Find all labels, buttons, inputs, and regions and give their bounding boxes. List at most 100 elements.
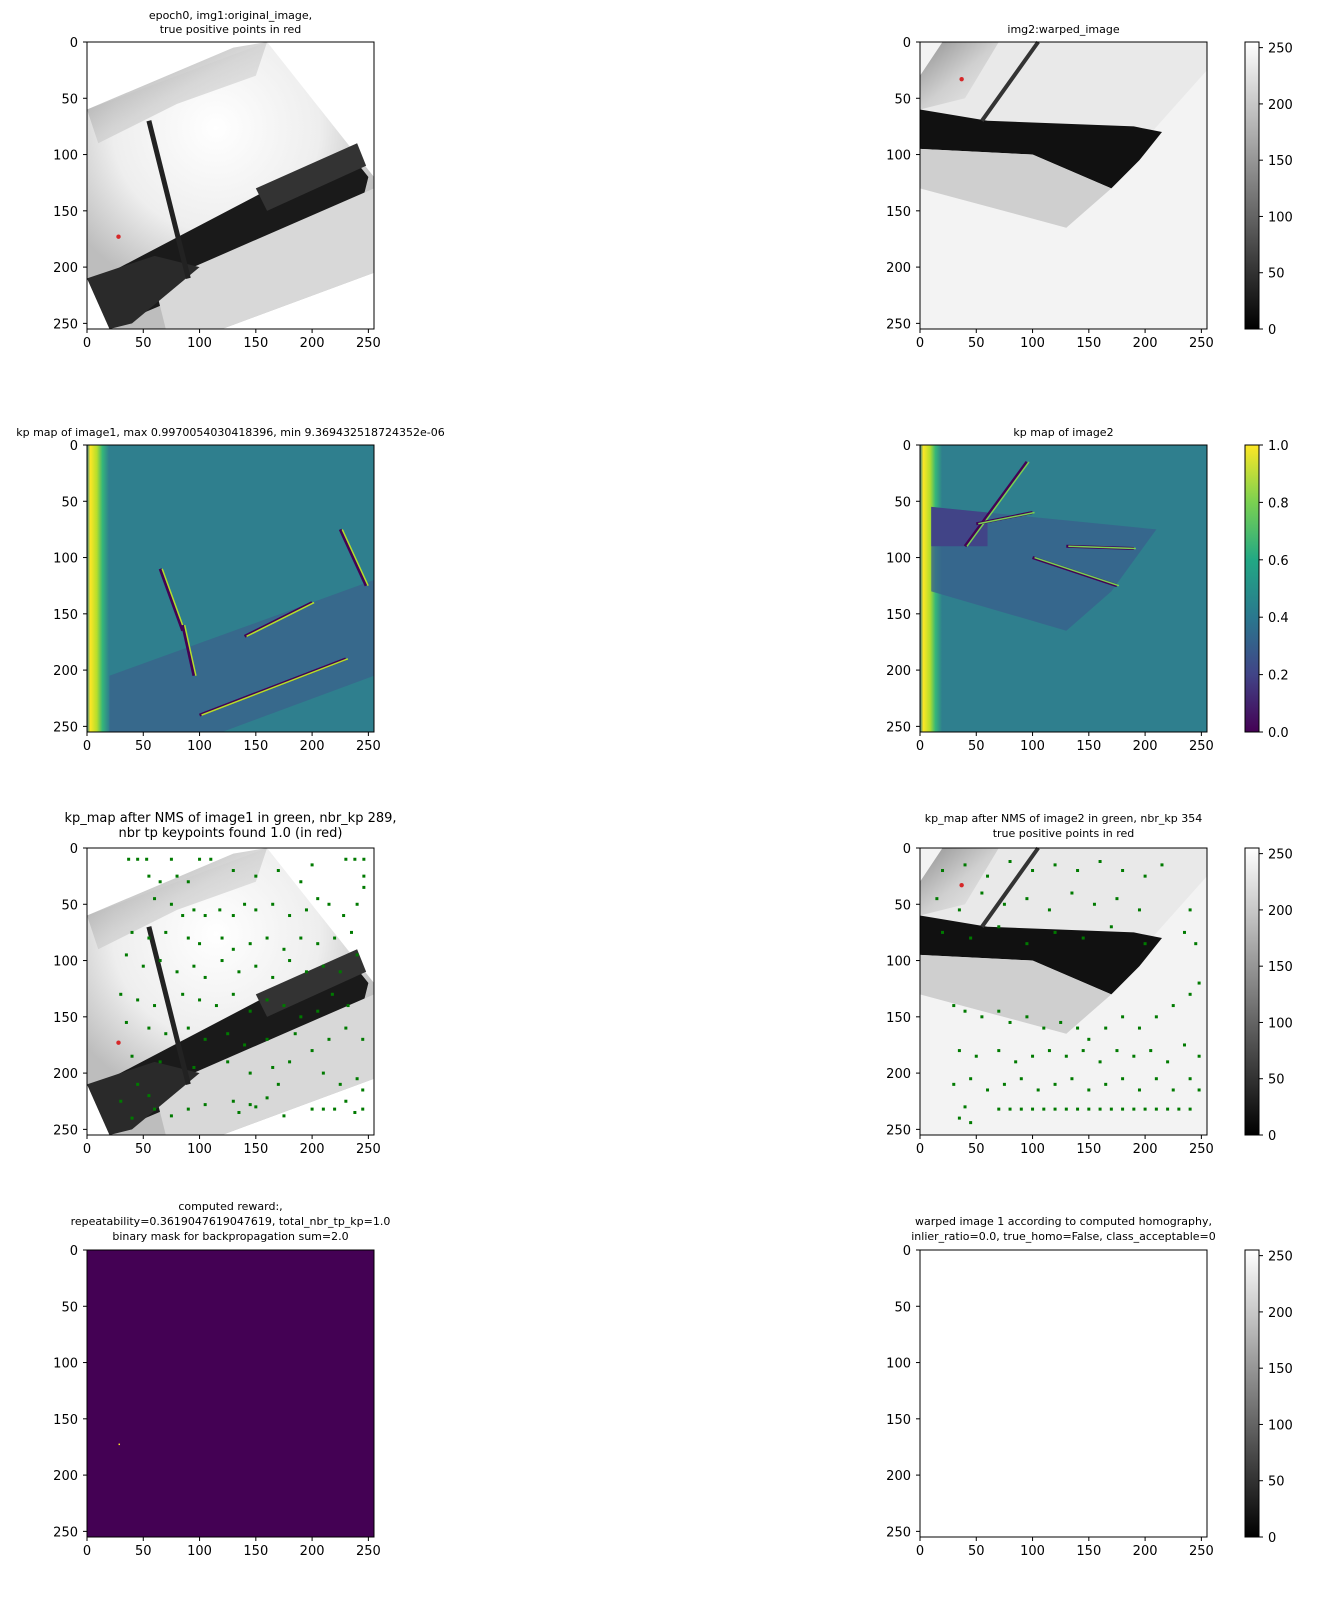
keypoint-marker [1092,902,1096,906]
y-tick-label: 200 [886,1067,911,1082]
x-tick-label: 50 [968,1142,985,1157]
y-tick-label: 100 [886,149,911,164]
colorbar-tick-label: 0.0 [1268,726,1289,741]
keypoint-marker [1098,860,1102,864]
edge-response-line [338,528,368,587]
keypoint-marker [1166,1060,1170,1064]
keypoint-marker [145,857,149,861]
x-tick-label: 200 [1133,1142,1158,1157]
x-tick-label: 250 [356,1544,381,1559]
keypoint-marker [349,930,353,934]
keypoint-marker [254,1105,258,1109]
edge-response-line [181,624,196,677]
keypoint-marker [997,1009,1001,1013]
y-tick-label: 200 [53,1067,78,1082]
colorbar-tick-label: 200 [1268,98,1293,113]
keypoint-marker [192,1065,196,1069]
keypoint-marker [1059,1020,1063,1024]
x-tick-label: 200 [300,1142,325,1157]
keypoint-marker [963,1009,967,1013]
chart-panel-p1: epoch0, img1:original_image,true positiv… [53,9,381,351]
y-tick-label: 0 [70,36,78,51]
y-tick-label: 100 [53,955,78,970]
keypoint-marker [181,992,185,996]
keypoint-marker [1031,1054,1035,1058]
blank-image [920,1250,1207,1537]
x-tick-label: 250 [1189,1544,1214,1559]
keypoint-marker [986,874,990,878]
keypoint-marker [338,1082,342,1086]
keypoint-marker [1076,1026,1080,1030]
y-tick-label: 0 [903,36,911,51]
true-positive-marker [116,234,121,239]
keypoint-marker [1137,1088,1141,1092]
keypoint-marker [963,1105,967,1109]
keypoint-marker [362,857,366,861]
x-tick-label: 0 [83,336,91,351]
keypoint-marker [1137,1026,1141,1030]
chart-title-line: kp map of image1, max 0.9970054030418396… [16,426,445,439]
y-tick-label: 0 [903,1244,911,1259]
x-tick-label: 200 [1133,1544,1158,1559]
x-tick-label: 50 [968,739,985,754]
keypoint-marker [1019,1077,1023,1081]
keypoint-marker [141,964,145,968]
x-tick-label: 150 [1076,1142,1101,1157]
chart-title-line: img2:warped_image [1007,23,1119,36]
tree-region [920,42,999,110]
chart-title-line: repeatability=0.3619047619047619, total_… [71,1215,391,1228]
keypoint-marker [198,998,202,1002]
keypoint-marker [957,908,961,912]
x-tick-label: 0 [916,739,924,754]
keypoint-marker [1014,1060,1018,1064]
y-tick-label: 100 [886,955,911,970]
keypoint-marker [130,930,134,934]
y-tick-label: 150 [53,1011,78,1026]
keypoint-marker [186,1026,190,1030]
colorbar-tick-label: 150 [1268,1362,1293,1377]
keypoint-marker [1008,860,1012,864]
keypoint-marker [169,1114,173,1118]
keypoint-marker [321,1107,325,1111]
keypoint-marker [1188,992,1192,996]
y-tick-label: 250 [53,317,78,332]
keypoint-marker [1109,1107,1113,1111]
keypoint-marker [218,908,222,912]
keypoint-marker [1025,1015,1029,1019]
chart-panel-p5: kp_map after NMS of image1 in green, nbr… [53,811,396,1157]
ground-region [154,188,374,329]
keypoint-marker [169,902,173,906]
colorbar-tick-label: 150 [1268,960,1293,975]
keypoint-marker [1121,1015,1125,1019]
keypoint-marker [1182,930,1186,934]
keypoint-marker [1042,1107,1046,1111]
keypoint-marker [147,1026,151,1030]
colorbar-tick-label: 0.4 [1268,611,1289,626]
keypoint-marker [226,1032,230,1036]
keypoint-marker [1166,1107,1170,1111]
keypoint-marker [316,1009,320,1013]
chart-panel-p6: kp_map after NMS of image2 in green, nbr… [886,812,1293,1157]
keypoint-marker [164,1032,168,1036]
keypoint-marker [344,857,348,861]
colorbar-tick-label: 250 [1268,848,1293,863]
y-tick-label: 0 [70,1244,78,1259]
keypoint-marker [254,874,258,878]
y-tick-label: 150 [886,1413,911,1428]
keypoint-marker [288,959,292,963]
keypoint-marker [321,1071,325,1075]
keypoint-marker [147,936,151,940]
keypoint-marker [1064,1107,1068,1111]
colorbar-tick-label: 150 [1268,154,1293,169]
keypoint-marker [1047,1049,1051,1053]
keypoint-marker [333,936,337,940]
keypoint-marker [941,930,945,934]
y-tick-label: 50 [894,898,911,913]
keypoint-marker [1188,1077,1192,1081]
tree-region [87,42,268,144]
keypoint-marker [1171,1004,1175,1008]
keypoint-marker [265,1096,269,1100]
chart-title-line: kp map of image2 [1013,426,1113,439]
keypoint-marker [346,1004,350,1008]
keypoint-marker [169,857,173,861]
